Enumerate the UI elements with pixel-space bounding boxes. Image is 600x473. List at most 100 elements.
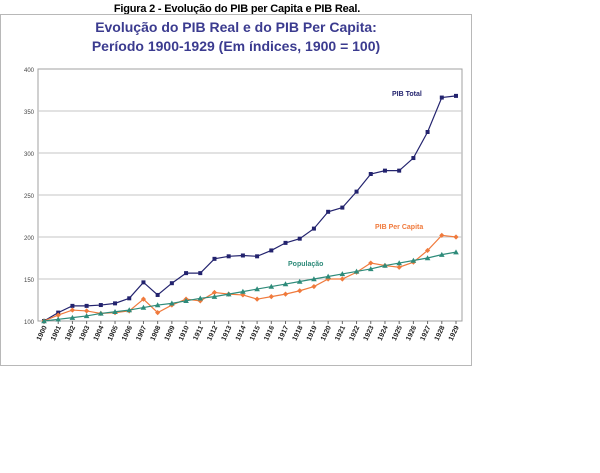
point-popula-o [268,283,275,289]
x-tick-label: 1916 [263,325,276,342]
figure-caption: Figura 2 - Evolução do PIB per Capita e … [113,3,361,15]
point-popula-o [367,266,374,272]
point-pib-total [184,271,189,276]
x-tick-label: 1910 [178,325,191,342]
x-tick-label: 1919 [306,325,319,342]
x-tick-label: 1905 [107,325,120,342]
point-pib-total [382,168,387,173]
series-label-pib-total: PIB Total [392,91,422,98]
point-pib-per-capita [55,312,61,318]
point-pib-total [439,95,444,100]
point-popula-o [83,313,90,319]
point-popula-o [296,278,303,284]
point-popula-o [424,255,431,261]
point-pib-total [70,303,75,308]
point-pib-total [141,280,146,285]
x-tick-label: 1918 [292,325,305,342]
point-pib-per-capita [339,276,345,282]
series-label-pib-per-capita: PIB Per Capita [375,224,423,231]
series-labels: PIB Total PIB Per Capita População [288,91,423,268]
point-pib-total [269,248,274,253]
x-tick-label: 1917 [277,325,290,342]
point-popula-o [353,268,360,274]
x-tick-label: 1929 [448,325,461,342]
point-popula-o [339,271,346,277]
point-pib-total [212,256,217,261]
point-popula-o [112,308,118,314]
x-tick-label: 1902 [64,325,77,342]
chart-title: Evolução do PIB Real e do PIB Per Capita… [95,19,377,35]
point-pib-total [354,189,359,194]
point-pib-total [326,209,331,214]
x-tick-labels: 1900 1901 1902 1903 1904 1905 1906 1907 1908 1909… [36,321,461,342]
y-tick-label: 300 [24,152,35,158]
point-pib-total [127,296,132,301]
point-popula-o [140,304,147,310]
series-line-popula-o [43,251,457,322]
point-pib-per-capita [240,292,246,298]
point-popula-o [211,293,218,299]
point-popula-o [254,286,260,292]
point-pib-total [98,303,103,308]
y-tick-label: 350 [24,110,35,116]
point-popula-o [453,249,459,255]
point-pib-total [297,236,302,241]
point-popula-o [282,281,289,287]
x-tick-label: 1904 [93,325,106,342]
x-tick-label: 1911 [192,325,205,342]
point-pib-per-capita [282,291,289,297]
point-popula-o [41,318,47,324]
point-popula-o [197,295,204,301]
point-pib-total [397,168,402,173]
point-pib-per-capita [439,232,445,238]
point-pib-per-capita [453,234,459,240]
point-pib-total [226,254,231,259]
point-pib-total [198,271,203,276]
point-popula-o [169,300,175,306]
point-pib-per-capita [69,307,76,313]
x-tick-label: 1907 [135,325,148,342]
x-tick-label: 1923 [363,325,376,342]
series-label-popula-o: População [288,261,323,268]
point-popula-o [410,257,417,263]
x-tick-label: 1927 [419,325,432,342]
grid-lines [38,110,462,280]
x-tick-label: 1922 [348,325,361,342]
x-tick-label: 1914 [235,325,248,342]
point-pib-per-capita [155,310,161,316]
point-popula-o [382,262,388,268]
point-popula-o [240,288,246,294]
x-tick-label: 1915 [249,325,262,342]
point-popula-o [98,310,104,316]
x-tick-label: 1926 [405,325,418,342]
y-tick-label: 100 [24,320,35,326]
x-tick-label: 1906 [121,325,134,342]
y-tick-label: 250 [24,194,35,200]
point-popula-o [325,273,331,279]
point-pib-total [411,156,416,161]
point-pib-total [340,205,345,210]
point-pib-per-capita [211,289,218,296]
point-pib-per-capita [254,296,260,302]
y-tick-labels: 100 150 200 250 300 350 400 [24,68,35,326]
point-popula-o [225,291,232,297]
chart-subtitle: Período 1900-1929 (Em índices, 1900 = 10… [91,38,381,54]
point-pib-total [283,240,288,245]
x-tick-label: 1900 [36,325,49,342]
point-pib-total [155,292,160,297]
series-line-pib-total [43,95,457,322]
y-tick-label: 200 [24,236,35,242]
y-tick-label: 400 [24,68,35,74]
point-popula-o [396,260,402,266]
x-tick-label: 1920 [320,325,333,342]
point-pib-total [169,281,174,286]
point-pib-per-capita [197,298,203,304]
point-pib-per-capita [311,283,317,290]
point-pib-total [113,301,118,306]
point-pib-per-capita [396,264,402,270]
x-tick-label: 1912 [206,325,219,342]
point-pib-per-capita [84,308,90,314]
point-pib-total [255,254,260,259]
x-tick-label: 1925 [391,325,404,342]
point-pib-per-capita [297,288,303,294]
